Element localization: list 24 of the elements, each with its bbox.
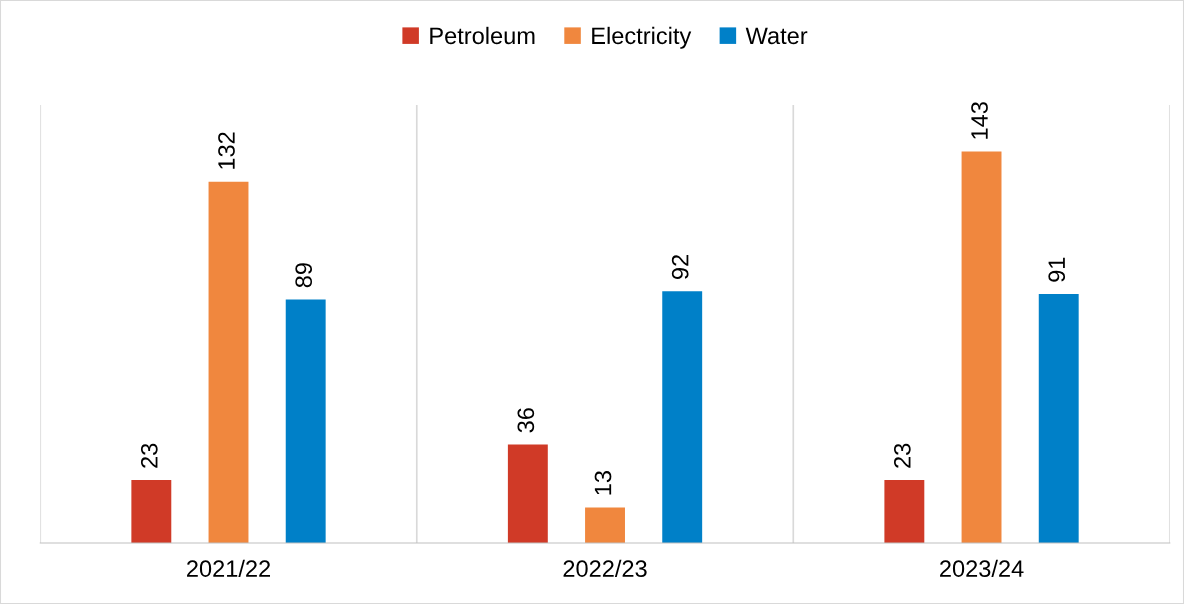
- bar: [208, 181, 249, 543]
- data-label: 91: [1048, 257, 1066, 282]
- data-label: 132: [218, 132, 235, 169]
- bar: [507, 444, 548, 543]
- bar: [884, 480, 925, 543]
- data-label: 23: [893, 443, 911, 468]
- bar: [961, 151, 1002, 543]
- bar: [131, 480, 172, 543]
- legend-label: Petroleum: [430, 26, 535, 45]
- data-label: 13: [594, 471, 612, 495]
- data-label: 92: [671, 255, 689, 279]
- x-tick-label: 2022/23: [563, 559, 647, 578]
- bar: [662, 291, 703, 543]
- x-tick-label: 2021/22: [187, 559, 270, 578]
- data-label: 143: [971, 102, 988, 139]
- x-tick-label: 2023/24: [940, 559, 1024, 578]
- bar: [585, 507, 625, 543]
- bar: [285, 299, 326, 543]
- data-label: 23: [140, 443, 158, 468]
- legend-label: Electricity: [592, 26, 692, 49]
- legend-label: Water: [745, 27, 808, 45]
- data-label: 89: [295, 263, 313, 288]
- data-label: 36: [517, 408, 535, 433]
- bar: [1038, 293, 1079, 543]
